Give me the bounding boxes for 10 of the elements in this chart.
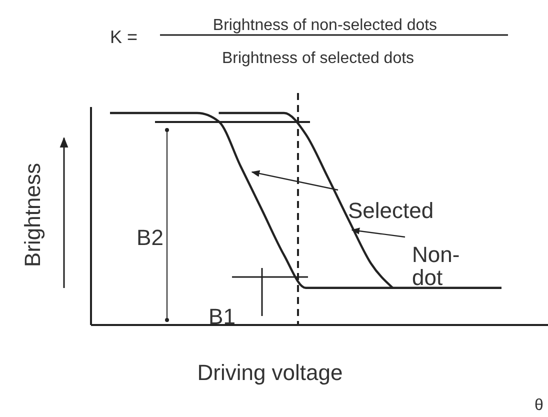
text: Brightness of selected dots bbox=[222, 50, 414, 67]
annotation: Selected bbox=[348, 198, 434, 223]
annotation: B1 bbox=[208, 304, 236, 329]
text: θ bbox=[534, 397, 544, 414]
text: K = bbox=[110, 27, 138, 47]
text: Brightness of non-selected dots bbox=[212, 17, 438, 34]
annotation: B2 bbox=[136, 225, 164, 250]
annotation: Non-dot bbox=[412, 242, 460, 290]
y-axis-title: Brightness bbox=[20, 163, 45, 267]
x-axis-title: Driving voltage bbox=[197, 360, 343, 385]
